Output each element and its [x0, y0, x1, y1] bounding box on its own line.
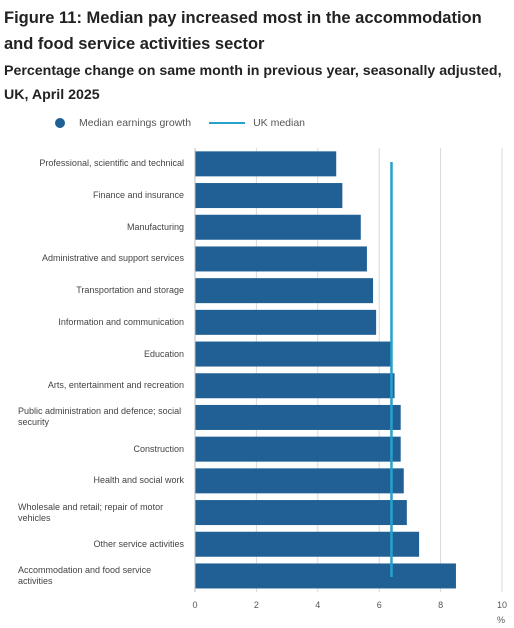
bar [195, 278, 374, 304]
bar [195, 214, 361, 240]
x-tick-label: 4 [315, 600, 320, 610]
bar [195, 246, 367, 272]
x-unit-label: % [497, 615, 505, 625]
bar [195, 151, 337, 177]
x-tick-label: 0 [192, 600, 197, 610]
bar [195, 341, 392, 367]
x-tick-label: 2 [254, 600, 259, 610]
x-tick-label: 6 [377, 600, 382, 610]
bar [195, 373, 395, 399]
bar [195, 404, 401, 430]
legend-item-median: UK median [209, 117, 305, 129]
bar [195, 183, 343, 209]
x-tick-label: 8 [438, 600, 443, 610]
legend-dot-icon [55, 118, 65, 128]
legend-label-median: UK median [253, 117, 306, 129]
legend: Median earnings growth UK median [55, 115, 323, 131]
bar [195, 309, 377, 335]
chart-subtitle: Percentage change on same month in previ… [4, 63, 502, 103]
legend-label-earnings: Median earnings growth [79, 117, 192, 129]
bar [195, 563, 456, 589]
chart-title: Figure 11: Median pay increased most in … [4, 9, 482, 53]
bar [195, 468, 404, 494]
bar [195, 436, 401, 462]
legend-item-earnings: Median earnings growth [55, 117, 191, 129]
bar [195, 531, 420, 557]
x-tick-label: 10 [497, 600, 507, 610]
bar [195, 500, 407, 526]
legend-line-icon [209, 122, 246, 124]
